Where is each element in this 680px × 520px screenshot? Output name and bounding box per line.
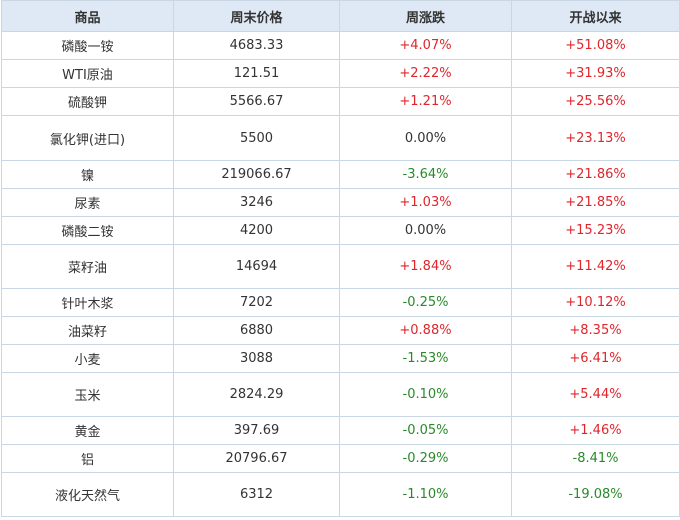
table-row: 铝 20796.67 -0.29% -8.41% — [1, 444, 680, 473]
table-row: 黄金 397.69 -0.05% +1.46% — [1, 416, 680, 445]
weekend-price: 4683.33 — [173, 31, 340, 60]
since-war-change: +15.23% — [511, 216, 680, 245]
since-war-change: +21.85% — [511, 188, 680, 217]
weekend-price: 121.51 — [173, 59, 340, 88]
table-row: 玉米 2824.29 -0.10% +5.44% — [1, 372, 680, 417]
weekly-change: +0.88% — [339, 316, 512, 345]
since-war-change: +11.42% — [511, 244, 680, 289]
weekend-price: 5500 — [173, 115, 340, 161]
weekly-change: +1.21% — [339, 87, 512, 116]
commodity-name: WTI原油 — [1, 59, 174, 88]
commodity-name: 针叶木浆 — [1, 288, 174, 317]
weekly-change: 0.00% — [339, 115, 512, 161]
weekend-price: 7202 — [173, 288, 340, 317]
table-row: 尿素 3246 +1.03% +21.85% — [1, 188, 680, 217]
table-row: 油菜籽 6880 +0.88% +8.35% — [1, 316, 680, 345]
weekly-change: -0.25% — [339, 288, 512, 317]
weekend-price: 3088 — [173, 344, 340, 373]
since-war-change: +23.13% — [511, 115, 680, 161]
header-since-war-start: 开战以来 — [511, 0, 680, 32]
commodity-name: 小麦 — [1, 344, 174, 373]
since-war-change: +8.35% — [511, 316, 680, 345]
header-commodity: 商品 — [1, 0, 174, 32]
table-row: 磷酸一铵 4683.33 +4.07% +51.08% — [1, 31, 680, 60]
header-weekend-price: 周末价格 — [173, 0, 340, 32]
weekend-price: 4200 — [173, 216, 340, 245]
weekly-change: -0.10% — [339, 372, 512, 417]
weekend-price: 6880 — [173, 316, 340, 345]
commodity-name: 氯化钾(进口) — [1, 115, 174, 161]
since-war-change: +51.08% — [511, 31, 680, 60]
since-war-change: +5.44% — [511, 372, 680, 417]
table-row: 液化天然气 6312 -1.10% -19.08% — [1, 472, 680, 517]
table-row: 小麦 3088 -1.53% +6.41% — [1, 344, 680, 373]
weekly-change: -3.64% — [339, 160, 512, 189]
weekend-price: 2824.29 — [173, 372, 340, 417]
weekend-price: 6312 — [173, 472, 340, 517]
weekly-change: +1.84% — [339, 244, 512, 289]
weekend-price: 219066.67 — [173, 160, 340, 189]
commodity-name: 菜籽油 — [1, 244, 174, 289]
weekly-change: +2.22% — [339, 59, 512, 88]
commodity-name: 玉米 — [1, 372, 174, 417]
commodity-name: 黄金 — [1, 416, 174, 445]
since-war-change: -8.41% — [511, 444, 680, 473]
commodity-name: 镍 — [1, 160, 174, 189]
commodity-name: 油菜籽 — [1, 316, 174, 345]
weekly-change: 0.00% — [339, 216, 512, 245]
header-weekly-change: 周涨跌 — [339, 0, 512, 32]
table-row: 镍 219066.67 -3.64% +21.86% — [1, 160, 680, 189]
weekend-price: 3246 — [173, 188, 340, 217]
since-war-change: +10.12% — [511, 288, 680, 317]
commodity-name: 硫酸钾 — [1, 87, 174, 116]
commodity-name: 磷酸一铵 — [1, 31, 174, 60]
weekend-price: 14694 — [173, 244, 340, 289]
weekend-price: 5566.67 — [173, 87, 340, 116]
since-war-change: +31.93% — [511, 59, 680, 88]
weekend-price: 397.69 — [173, 416, 340, 445]
since-war-change: +6.41% — [511, 344, 680, 373]
since-war-change: +1.46% — [511, 416, 680, 445]
since-war-change: +25.56% — [511, 87, 680, 116]
weekly-change: -1.10% — [339, 472, 512, 517]
since-war-change: -19.08% — [511, 472, 680, 517]
weekly-change: -0.05% — [339, 416, 512, 445]
table-row: 菜籽油 14694 +1.84% +11.42% — [1, 244, 680, 289]
since-war-change: +21.86% — [511, 160, 680, 189]
commodity-name: 液化天然气 — [1, 472, 174, 517]
table-row: 针叶木浆 7202 -0.25% +10.12% — [1, 288, 680, 317]
table-row: 磷酸二铵 4200 0.00% +15.23% — [1, 216, 680, 245]
commodity-name: 磷酸二铵 — [1, 216, 174, 245]
weekly-change: -0.29% — [339, 444, 512, 473]
weekly-change: +1.03% — [339, 188, 512, 217]
commodity-name: 尿素 — [1, 188, 174, 217]
table-header-row: 商品 周末价格 周涨跌 开战以来 — [1, 0, 680, 32]
table-row: 硫酸钾 5566.67 +1.21% +25.56% — [1, 87, 680, 116]
weekly-change: -1.53% — [339, 344, 512, 373]
table-row: 氯化钾(进口) 5500 0.00% +23.13% — [1, 115, 680, 161]
table-row: WTI原油 121.51 +2.22% +31.93% — [1, 59, 680, 88]
weekly-change: +4.07% — [339, 31, 512, 60]
commodity-name: 铝 — [1, 444, 174, 473]
weekend-price: 20796.67 — [173, 444, 340, 473]
